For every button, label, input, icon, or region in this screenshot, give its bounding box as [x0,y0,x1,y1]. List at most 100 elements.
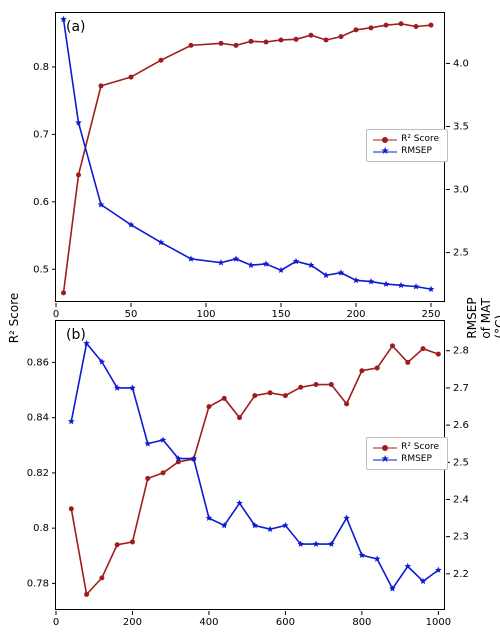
svg-text:2.4: 2.4 [453,494,469,505]
r2-marker [129,75,134,80]
rmsep-marker [313,541,320,547]
r2-marker [84,592,89,597]
axes-panel-a: (a) 0501001502002500.50.60.70.82.53.03.5… [55,12,445,302]
r2-marker [252,393,257,398]
r2-marker [309,33,314,38]
svg-text:600: 600 [276,617,295,628]
rmsep-marker [267,526,274,532]
rmsep-marker [144,440,151,446]
rmsep-marker [263,260,270,266]
legend-item-rmsep: ★RMSEP [373,146,439,158]
r2-marker [344,401,349,406]
r2-marker [354,27,359,32]
r2-marker [206,404,211,409]
r2-marker [375,365,380,370]
svg-text:800: 800 [352,617,371,628]
axes-panel-b: (b) 020040060080010000.780.80.820.840.86… [55,320,445,610]
r2-marker [405,360,410,365]
r2-marker [279,37,284,42]
rmsep-marker [68,418,75,424]
r2-marker [161,470,166,475]
r2-marker [359,368,364,373]
svg-text:50: 50 [125,309,138,320]
svg-text:2.7: 2.7 [453,383,469,394]
r2-marker [414,24,419,29]
legend-item-label: RMSEP [401,146,432,158]
svg-text:200: 200 [346,309,365,320]
r2-marker [145,476,150,481]
r2-marker [189,43,194,48]
r2-marker [399,21,404,26]
r2-marker [249,39,254,44]
r2-marker [99,575,104,580]
svg-text:0: 0 [53,309,59,320]
rmsep-marker [428,286,435,292]
r2-marker [294,37,299,42]
legend-item-r2: R² Score [373,442,439,454]
r2-marker [436,352,441,357]
svg-text:2.6: 2.6 [453,420,469,431]
svg-text:0.8: 0.8 [33,523,49,534]
svg-text:400: 400 [199,617,218,628]
svg-text:3.5: 3.5 [453,121,469,132]
r2-marker [421,346,426,351]
r2-marker [390,343,395,348]
r2-marker [264,40,269,45]
svg-text:0.82: 0.82 [27,468,49,479]
legend-item-rmsep: ★RMSEP [373,454,439,466]
svg-text:0.8: 0.8 [33,62,49,73]
r2-marker [324,37,329,42]
r2-marker [429,23,434,28]
svg-text:4.0: 4.0 [453,58,469,69]
svg-text:2.5: 2.5 [453,248,469,259]
r2-marker [329,382,334,387]
legend-item-r2: R² Score [373,134,439,146]
rmsep-marker [278,267,285,273]
svg-text:0.86: 0.86 [27,357,49,368]
r2-marker [115,542,120,547]
r2-marker [61,290,66,295]
rmsep-marker [353,277,360,283]
rmsep-marker [368,278,375,284]
svg-text:2.2: 2.2 [453,569,469,580]
rmsep-marker [323,272,330,278]
svg-text:2.3: 2.3 [453,532,469,543]
legend-item-label: R² Score [401,442,439,454]
svg-text:0: 0 [53,617,59,628]
svg-text:0.6: 0.6 [33,197,49,208]
r2-marker [234,43,239,48]
rmsep-marker [383,281,390,287]
rmsep-marker [359,552,366,558]
svg-text:0.84: 0.84 [27,413,49,424]
r2-marker [222,396,227,401]
svg-text:0.78: 0.78 [27,578,49,589]
r2-marker [268,390,273,395]
rmsep-marker [218,259,225,265]
legend-a: R² Score★RMSEP [366,129,448,162]
svg-text:2.8: 2.8 [453,346,469,357]
r2-marker [339,34,344,39]
r2-marker [314,382,319,387]
r2-marker [237,415,242,420]
svg-text:0.5: 0.5 [33,264,49,275]
svg-text:100: 100 [196,309,215,320]
figure: R² Score RMSEP of MAT (°C) (a) 050100150… [0,0,500,637]
r2-marker [298,385,303,390]
ylabel-left: R² Score [7,293,21,344]
svg-text:2.5: 2.5 [453,457,469,468]
svg-text:150: 150 [271,309,290,320]
legend-b: R² Score★RMSEP [366,437,448,470]
r2-marker [384,23,389,28]
r2-line [71,346,438,595]
legend-item-label: RMSEP [401,454,432,466]
rmsep-marker [248,262,255,268]
rmsep-marker [413,283,420,289]
r2-marker [219,41,224,46]
svg-text:1000: 1000 [426,617,451,628]
svg-text:250: 250 [421,309,440,320]
r2-marker [159,58,164,63]
svg-text:200: 200 [123,617,142,628]
svg-text:3.0: 3.0 [453,185,469,196]
rmsep-marker [188,255,195,261]
r2-marker [283,393,288,398]
